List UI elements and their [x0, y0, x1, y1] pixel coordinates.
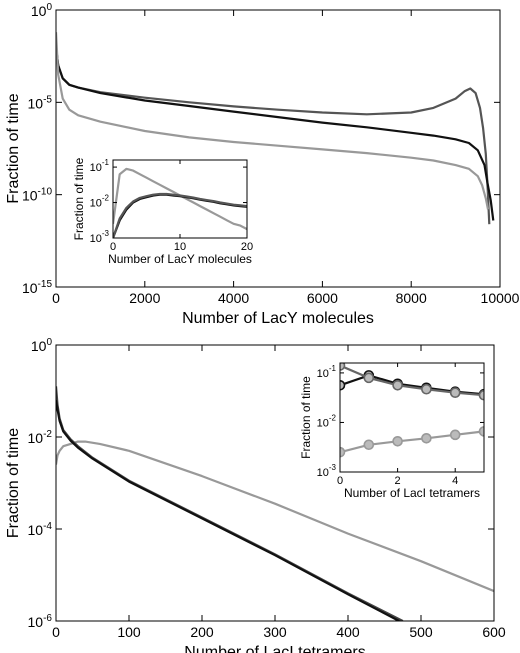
bottom-inset-series-1-point	[421, 433, 432, 444]
top-inset-y-tick-label: 10-2	[90, 194, 110, 210]
bottom-inset-series-1-point	[478, 426, 484, 437]
bottom-series-1-line	[56, 440, 494, 593]
bottom-inset-series-3-point	[478, 389, 484, 401]
top-inset-x-tick-label: 0	[110, 241, 116, 253]
top-x-tick-label: 8000	[396, 290, 427, 306]
top-inset-y-tick-label: 10-3	[90, 229, 110, 245]
bottom-y-tick-label: 10-2	[28, 429, 53, 446]
bottom-inset-x-tick-label: 0	[337, 475, 343, 487]
top-inset-series-group	[113, 167, 247, 238]
bottom-inset-series-1-point	[449, 429, 461, 441]
top-series-2-line	[56, 46, 495, 221]
bottom-x-tick-label: 400	[336, 624, 360, 640]
bottom-x-tick-label: 200	[190, 624, 214, 640]
bottom-chart: 0 100 200 300 400 500 600 10-6 10-4 10-2 100 Number…	[5, 337, 506, 653]
top-y-tick-label: 100	[31, 2, 53, 19]
top-x-tick-label: 0	[52, 290, 60, 306]
top-chart: 0 2000 4000 6000 8000 1000010-1510-1010-5100N…	[5, 2, 520, 327]
bottom-inset-series-2-point	[340, 379, 346, 391]
bottom-y-axis-label: Fraction of time	[5, 428, 22, 538]
top-x-axis-label: Number of LacY molecules	[182, 310, 374, 327]
top-x-tick-label: 6000	[307, 290, 338, 306]
bottom-x-tick-label: 0	[52, 624, 60, 640]
bottom-inset-y-axis-label: Fraction of time	[299, 376, 313, 459]
bottom-y-tick-label: 10-6	[28, 613, 53, 630]
top-y-tick-label: 10-10	[22, 187, 52, 204]
bottom-x-tick-label: 300	[263, 624, 287, 640]
top-inset-y-tick-label: 10-1	[90, 158, 110, 174]
bottom-inset-series-group	[340, 363, 484, 458]
bottom-inset-series-3-point	[421, 383, 432, 395]
top-y-axis-label: Fraction of time	[5, 93, 22, 203]
top-inset-x-tick-label: 20	[241, 241, 253, 253]
top-inset-x-axis-label: Number of LacY molecules	[108, 252, 252, 266]
bottom-series-group	[56, 386, 494, 621]
bottom-inset-y-tick-label: 10-3	[317, 463, 337, 479]
top-series-3-line	[56, 32, 490, 210]
bottom-x-tick-label: 500	[409, 624, 433, 640]
bottom-y-tick-label: 100	[31, 337, 53, 354]
top-inset-series-3-line	[113, 192, 247, 238]
top-x-tick-label: 10000	[481, 290, 520, 306]
bottom-inset-series-3-point	[340, 363, 346, 371]
bottom-inset-series-3-point	[449, 387, 461, 399]
top-series-group	[56, 32, 495, 225]
top-y-tick-label: 10-15	[22, 279, 52, 296]
top-x-tick-label: 4000	[218, 290, 249, 306]
bottom-inset-series-1-point	[392, 435, 403, 447]
bottom-x-axis-label: Number of LacI tetramers	[184, 644, 365, 653]
top-y-tick-label: 10-5	[28, 94, 53, 111]
bottom-y-tick-label: 10-4	[28, 521, 53, 538]
bottom-inset-series-1-point	[340, 446, 346, 458]
bottom-inset-series-3-point	[392, 379, 403, 391]
bottom-inset-background	[339, 362, 485, 473]
bottom-inset-x-tick-label: 4	[452, 475, 458, 487]
bottom-series-3-line	[56, 400, 400, 621]
bottom-inset-x-axis-label: Number of LacI tetramers	[344, 486, 480, 500]
top-inset-y-axis-label: Fraction of time	[72, 157, 86, 240]
top-frame	[55, 9, 501, 288]
bottom-inset-series-1-point	[363, 439, 375, 451]
top-inset-x-tick-label: 10	[174, 241, 186, 253]
bottom-inset-x-tick-label: 2	[395, 475, 401, 487]
bottom-inset-y-tick-label: 10-2	[317, 413, 337, 429]
bottom-inset-y-tick-label: 10-1	[317, 364, 337, 380]
bottom-x-tick-label: 600	[482, 624, 506, 640]
top-x-tick-label: 2000	[129, 290, 160, 306]
bottom-inset-series-3-point	[363, 372, 375, 384]
bottom-inset-frame	[339, 362, 485, 473]
bottom-x-tick-label: 100	[117, 624, 141, 640]
